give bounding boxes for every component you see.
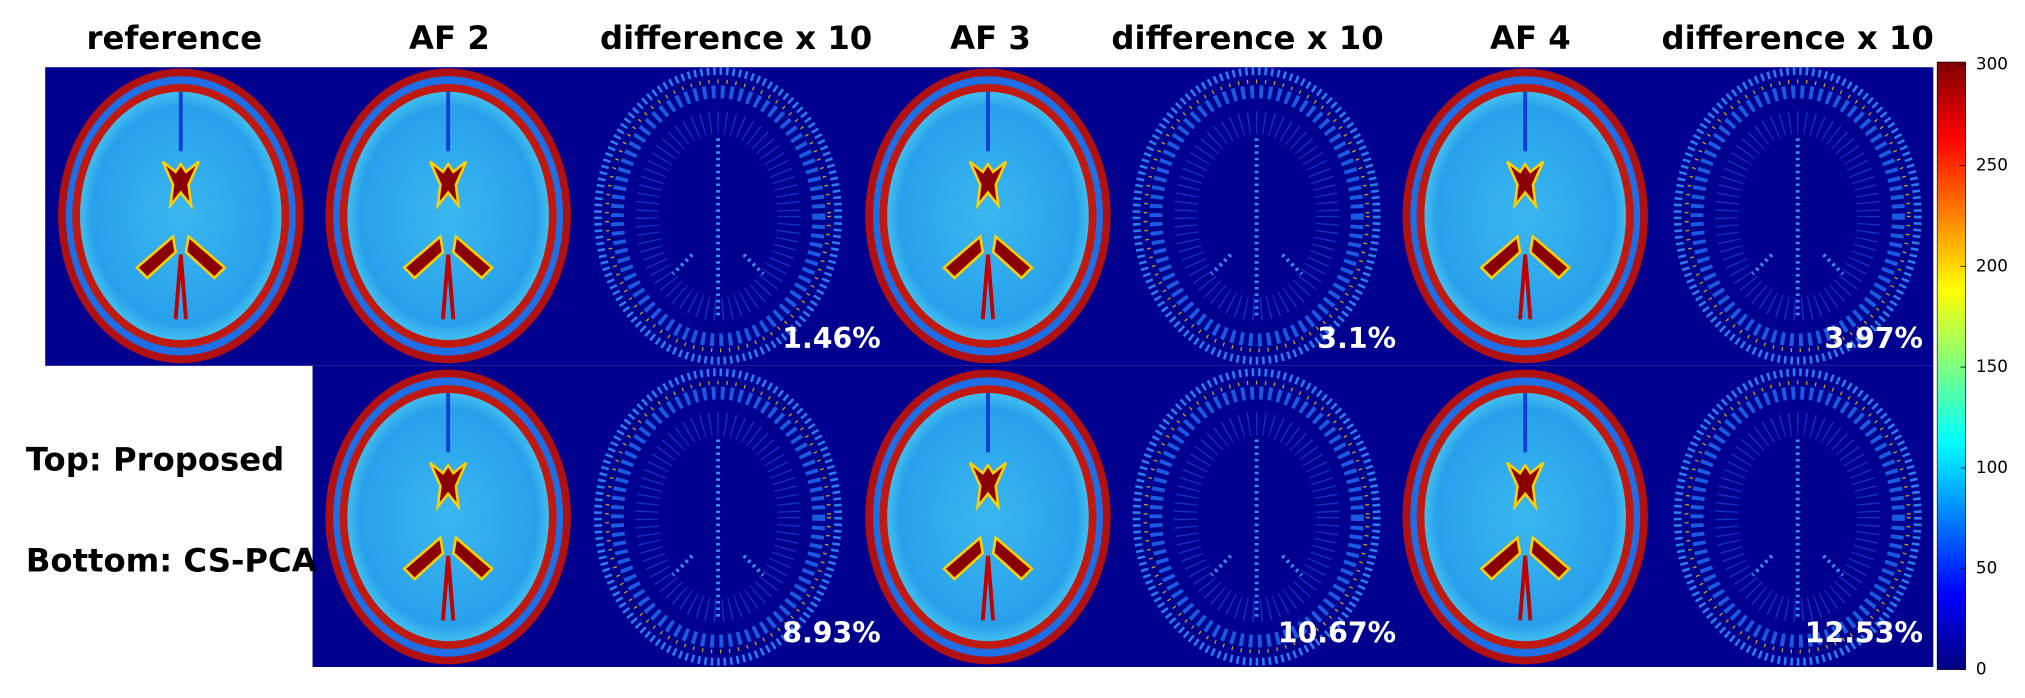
colorbar	[1936, 61, 1966, 670]
colorbar-tick-label: 150	[1976, 356, 2008, 376]
legend-top: Top: Proposed	[26, 440, 284, 478]
brain-image	[1400, 66, 1650, 366]
brain-image	[56, 66, 306, 366]
legend-bottom: Bottom: CS-PCA	[26, 541, 317, 579]
brain-image	[1400, 367, 1650, 667]
colorbar-tick-label: 50	[1976, 558, 1997, 578]
colorbar-tick-label: 200	[1976, 255, 2008, 275]
brain-image	[323, 367, 573, 667]
column-title: difference x 10	[600, 19, 872, 57]
colorbar-tick-label: 300	[1976, 54, 2008, 74]
brain-image	[863, 367, 1113, 667]
bottom-panel	[312, 365, 1934, 667]
column-title: AF 3	[950, 19, 1031, 57]
column-title: difference x 10	[1662, 19, 1934, 57]
column-title: AF 4	[1490, 19, 1571, 57]
colorbar-tick-label: 100	[1976, 457, 2008, 477]
brain-image	[323, 66, 573, 366]
error-label: 1.46%	[782, 322, 881, 355]
column-title: AF 2	[409, 19, 490, 57]
colorbar-tick-label: 0	[1976, 659, 1987, 679]
error-label: 12.53%	[1805, 617, 1923, 650]
error-label: 3.97%	[1824, 322, 1923, 355]
error-label: 10.67%	[1278, 617, 1396, 650]
column-title: difference x 10	[1111, 19, 1383, 57]
colorbar-tick-label: 250	[1976, 154, 2008, 174]
column-title: reference	[87, 19, 263, 57]
error-label: 8.93%	[782, 617, 881, 650]
error-label: 3.1%	[1317, 322, 1396, 355]
brain-image	[863, 66, 1113, 366]
